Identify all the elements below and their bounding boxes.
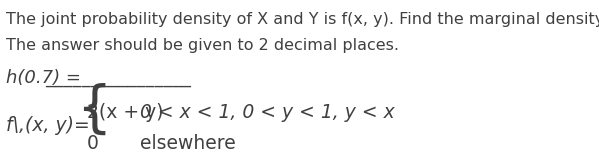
- Text: {: {: [76, 83, 111, 137]
- Text: h(0.7) =: h(0.7) =: [6, 69, 86, 87]
- Text: 2(x + y): 2(x + y): [87, 103, 164, 122]
- Text: The answer should be given to 2 decimal places.: The answer should be given to 2 decimal …: [6, 38, 399, 53]
- Text: f\,(x, y)=: f\,(x, y)=: [6, 116, 89, 135]
- Text: elsewhere: elsewhere: [140, 134, 235, 153]
- Text: 0 < x < 1, 0 < y < 1, y < x: 0 < x < 1, 0 < y < 1, y < x: [140, 103, 395, 122]
- Text: ________________: ________________: [45, 69, 191, 87]
- Text: The joint probability density of X and Y is f(x, y). Find the marginal density o: The joint probability density of X and Y…: [6, 12, 599, 27]
- Text: 0: 0: [87, 134, 99, 153]
